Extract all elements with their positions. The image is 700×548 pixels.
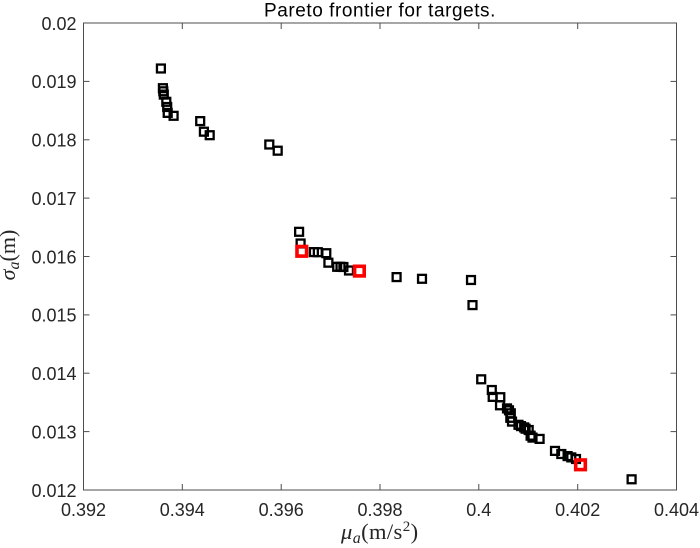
svg-text:0.016: 0.016 — [31, 247, 76, 267]
svg-text:0.404: 0.404 — [654, 500, 699, 520]
svg-text:σa(m): σa(m) — [0, 230, 23, 281]
svg-text:Pareto frontier for targets.: Pareto frontier for targets. — [264, 1, 496, 22]
svg-text:0.013: 0.013 — [31, 422, 76, 442]
svg-text:0.012: 0.012 — [31, 481, 76, 501]
svg-text:0.02: 0.02 — [41, 14, 76, 34]
svg-text:0.015: 0.015 — [31, 306, 76, 326]
svg-text:0.396: 0.396 — [259, 500, 304, 520]
svg-text:0.017: 0.017 — [31, 189, 76, 209]
svg-text:0.018: 0.018 — [31, 131, 76, 151]
svg-text:0.4: 0.4 — [466, 500, 491, 520]
svg-text:0.398: 0.398 — [357, 500, 402, 520]
svg-text:μa(m/s2): μa(m/s2) — [340, 519, 419, 547]
svg-text:0.402: 0.402 — [555, 500, 600, 520]
svg-text:0.019: 0.019 — [31, 72, 76, 92]
svg-text:0.392: 0.392 — [61, 500, 106, 520]
svg-text:0.014: 0.014 — [31, 364, 76, 384]
svg-text:0.394: 0.394 — [160, 500, 205, 520]
